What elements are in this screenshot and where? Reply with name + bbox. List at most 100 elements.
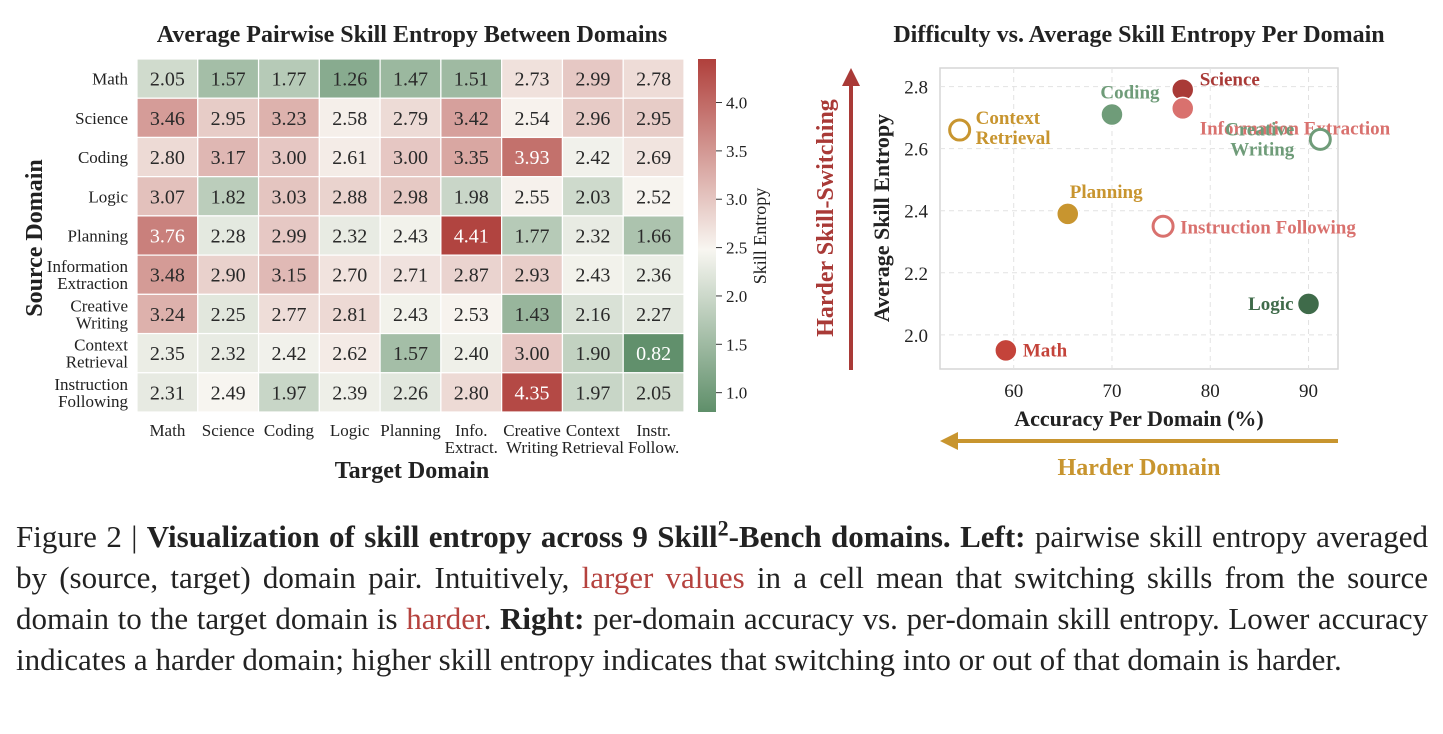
heatmap-cell-value: 2.25 bbox=[211, 304, 246, 326]
scatter-point-label: Planning bbox=[1070, 182, 1143, 203]
heatmap-cell-value: 2.61 bbox=[332, 147, 367, 169]
harder-skill-switching-label: Harder Skill-Switching bbox=[813, 99, 839, 337]
heatmap-cell-value: 2.69 bbox=[636, 147, 671, 169]
caption-superscript: 2 bbox=[717, 515, 729, 541]
heatmap-cell-value: 2.88 bbox=[332, 186, 367, 208]
heatmap-cell-value: 2.26 bbox=[393, 382, 428, 404]
colorbar-tick-label: 2.5 bbox=[726, 239, 747, 258]
heatmap-cell-value: 2.95 bbox=[636, 108, 671, 130]
caption-text-3: . bbox=[483, 601, 501, 636]
heatmap-cell-value: 2.93 bbox=[515, 265, 550, 287]
harder-domain-arrow bbox=[940, 432, 1338, 450]
scatter-point-label: Information Extraction bbox=[1200, 118, 1391, 139]
scatter-ticks: 60 70 80 90 2.0 2.2 2.4 2.6 2.8 bbox=[904, 78, 1318, 402]
heatmap-cell bbox=[197, 254, 260, 295]
heatmap-cell-value: 2.52 bbox=[636, 186, 671, 208]
scatter-point-label: Coding bbox=[1100, 83, 1160, 104]
heatmap-cell bbox=[622, 215, 685, 256]
heatmap-cell bbox=[197, 372, 260, 413]
scatter-points: Science Information Extraction Coding Conte… bbox=[948, 70, 1391, 363]
colorbar bbox=[698, 59, 716, 412]
caption-title: Visualization of skill entropy across 9 … bbox=[147, 515, 951, 554]
heatmap-cell-value: 3.46 bbox=[150, 108, 185, 130]
heatmap-cell bbox=[379, 97, 442, 139]
heatmap-cell-value: 2.42 bbox=[271, 343, 306, 365]
colorbar-tick-label: 3.5 bbox=[726, 142, 747, 161]
heatmap-cell bbox=[318, 136, 381, 178]
heatmap-cells: 2.05 1.57 1.77 1.26 1.47 1.51 2.73 2.99 2.78 3.46… bbox=[136, 58, 685, 413]
scatter-x-tick-label: 70 bbox=[1102, 381, 1121, 402]
heatmap-column-label: Coding bbox=[264, 421, 315, 440]
heatmap-cell-value: 2.32 bbox=[332, 226, 367, 248]
heatmap-cell-value: 2.55 bbox=[515, 186, 550, 208]
heatmap-cell-value: 2.31 bbox=[150, 382, 185, 404]
heatmap-column-label: Info. Extract. bbox=[445, 421, 498, 457]
heatmap-cell-value: 2.42 bbox=[575, 147, 610, 169]
heatmap-cell-value: 1.82 bbox=[211, 186, 246, 208]
heatmap-cell bbox=[440, 215, 503, 256]
heatmap-cell-value: 2.32 bbox=[211, 343, 246, 365]
colorbar-tick-label: 1.5 bbox=[726, 335, 747, 354]
heatmap-cell bbox=[197, 136, 260, 178]
heatmap-cell-value: 2.90 bbox=[211, 265, 246, 287]
heatmap-cell-value: 3.48 bbox=[150, 265, 185, 287]
heatmap-cell bbox=[257, 332, 320, 374]
heatmap-cell bbox=[318, 332, 381, 374]
scatter-plot-area bbox=[939, 67, 1339, 370]
scatter-point-label: Creative Writing bbox=[1225, 119, 1295, 160]
heatmap-cell bbox=[136, 372, 199, 413]
scatter-x-tick-label: 80 bbox=[1201, 381, 1220, 402]
heatmap-cell bbox=[379, 372, 442, 413]
harder-domain-label: Harder Domain bbox=[1058, 455, 1221, 481]
heatmap-cell-value: 1.77 bbox=[271, 69, 306, 91]
heatmap-cell-value: 1.26 bbox=[332, 69, 367, 91]
heatmap-cell-value: 1.43 bbox=[515, 304, 550, 326]
heatmap-cell bbox=[197, 176, 260, 217]
heatmap-cell bbox=[197, 58, 260, 99]
heatmap-cell bbox=[136, 332, 199, 374]
heatmap-row-label: Creative Writing bbox=[70, 296, 128, 332]
harder-skill-switching-arrow bbox=[842, 68, 860, 370]
scatter-title: Difficulty vs. Average Skill Entropy Per… bbox=[893, 22, 1384, 48]
heatmap-cell-value: 2.16 bbox=[575, 304, 610, 326]
heatmap-cell-value: 2.79 bbox=[393, 108, 428, 130]
scatter-y-tick-label: 2.6 bbox=[904, 140, 928, 161]
scatter-y-tick-label: 2.8 bbox=[904, 78, 928, 99]
heatmap-cell-value: 2.95 bbox=[211, 108, 246, 130]
heatmap-cell-value: 2.03 bbox=[575, 186, 610, 208]
heatmap-cell-value: 1.98 bbox=[454, 186, 489, 208]
heatmap-cell-value: 2.28 bbox=[211, 226, 246, 248]
heatmap-cell-value: 1.57 bbox=[393, 343, 428, 365]
scatter-panel: Difficulty vs. Average Skill Entropy Per… bbox=[813, 22, 1391, 481]
heatmap-cell-value: 3.24 bbox=[150, 304, 185, 326]
heatmap-cell bbox=[622, 136, 685, 178]
heatmap-cell-value: 1.97 bbox=[271, 382, 306, 404]
heatmap-cell bbox=[257, 97, 320, 139]
heatmap-row-label: Math bbox=[92, 70, 128, 89]
heatmap-cell-value: 1.77 bbox=[515, 226, 550, 248]
scatter-point bbox=[1308, 127, 1332, 151]
heatmap-cell-value: 2.78 bbox=[636, 69, 671, 91]
scatter-x-tick-label: 60 bbox=[1004, 381, 1023, 402]
caption-text-4: per-domain accuracy vs. per-domain skill… bbox=[16, 601, 1428, 677]
heatmap-cell-value: 2.49 bbox=[211, 382, 246, 404]
heatmap-cell-value: 2.99 bbox=[271, 226, 306, 248]
heatmap-cell bbox=[379, 136, 442, 178]
heatmap-cell-value: 3.35 bbox=[454, 147, 489, 169]
scatter-y-tick-label: 2.4 bbox=[904, 202, 928, 223]
heatmap-cell-value: 4.35 bbox=[515, 382, 550, 404]
heatmap-cell-value: 2.35 bbox=[150, 343, 185, 365]
scatter-point-label: Instruction Following bbox=[1180, 217, 1356, 238]
heatmap-column-label: Math bbox=[149, 421, 185, 440]
heatmap-cell-value: 2.32 bbox=[575, 226, 610, 248]
heatmap-cell bbox=[379, 254, 442, 295]
scatter-x-axis-label: Accuracy Per Domain (%) bbox=[1014, 406, 1263, 431]
heatmap-cell bbox=[622, 372, 685, 413]
scatter-grid bbox=[940, 68, 1338, 369]
heatmap-cell bbox=[561, 97, 624, 139]
heatmap-cell-value: 3.42 bbox=[454, 108, 489, 130]
heatmap-row-label: Logic bbox=[88, 187, 128, 206]
heatmap-cell-value: 1.57 bbox=[211, 69, 246, 91]
scatter-point bbox=[948, 118, 972, 142]
scatter-y-tick-label: 2.2 bbox=[904, 264, 928, 285]
